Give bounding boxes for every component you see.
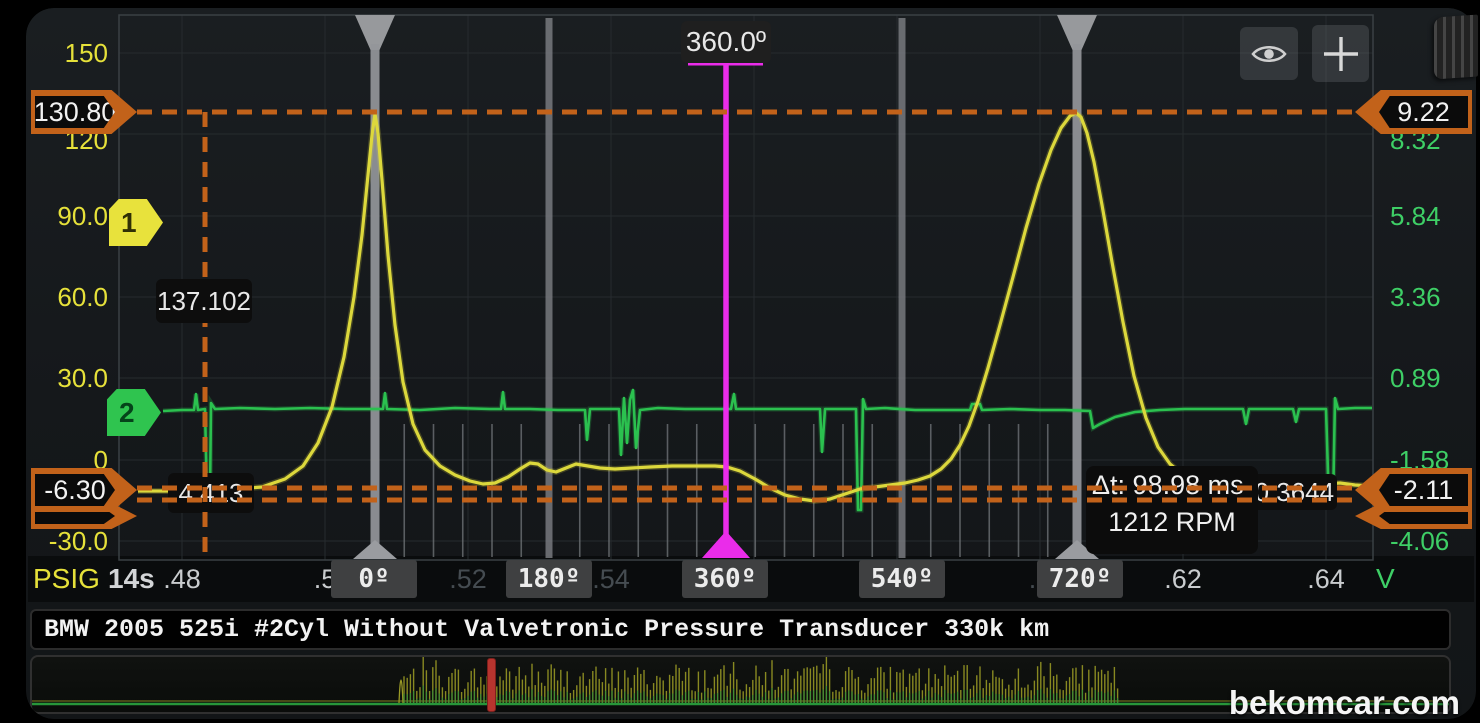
phase-cursor-label[interactable]: 360.0º [681,21,771,63]
marker-value: -2.11 [1379,474,1468,506]
vertical-cursor-bottom-readout: 4.413 [168,473,254,513]
right-axis-tick: 5.84 [1390,201,1441,231]
degree-marker-180[interactable]: 180º [506,560,592,598]
delta-t-value: Δt: 98.98 ms [1092,470,1244,500]
left-axis-unit: PSIG [33,563,100,594]
delta-time-readout: Δt: 98.98 ms 1212 RPM [1086,466,1258,554]
eye-icon [1251,45,1287,62]
time-tick: .64 [1307,564,1345,594]
left-axis-tick: 150 [64,38,108,68]
time-tick: .52 [449,564,487,594]
overview-position-cursor[interactable] [487,658,496,712]
volt-min-marker[interactable]: -2.11 [1355,468,1472,512]
left-axis-tick: -30.0 [48,526,108,556]
recording-title: BMW 2005 525i #2Cyl Without Valvetronic … [44,615,1050,644]
plus-icon [1323,36,1358,71]
left-axis-tick: 30.0 [57,363,108,393]
overview-strip[interactable] [30,655,1451,714]
visibility-button[interactable] [1240,27,1298,80]
vertical-cursor-top-readout: 137.102 [156,279,252,323]
degree-marker-720[interactable]: 720º [1037,560,1123,598]
pressure-max-marker[interactable]: 130.80 [31,90,137,134]
timebase-label: 14s [108,563,155,594]
right-axis-unit: V [1376,563,1395,594]
left-axis-tick: 60.0 [57,282,108,312]
add-channel-button[interactable] [1312,25,1369,82]
time-tick: .54 [592,564,630,594]
left-axis-tick: 90.0 [57,201,108,231]
time-tick: .48 [163,564,201,594]
marker-value: -6.30 [35,474,115,506]
marker-value [1379,508,1468,524]
degree-marker-360[interactable]: 360º [682,560,768,598]
pressure-min-marker[interactable]: -6.30 [31,468,137,512]
recording-title-bar[interactable]: BMW 2005 525i #2Cyl Without Valvetronic … [30,609,1451,650]
left-axis-tick: 0 [93,445,108,475]
degree-marker-540[interactable]: 540º [859,560,945,598]
time-tick: .62 [1164,564,1202,594]
marker-value: 9.22 [1379,96,1468,128]
right-axis-tick: -4.06 [1390,526,1450,556]
degree-marker-0[interactable]: 0º [331,560,417,598]
time-tick: .5 [313,564,337,594]
rpm-value: 1212 RPM [1108,507,1236,537]
volt-max-marker[interactable]: 9.22 [1355,90,1472,134]
marker-value [35,508,115,524]
channel-2-label: 2 [119,396,135,428]
channel-1-label: 1 [121,206,137,238]
watermark: bekomcar.com [1228,684,1460,721]
scroll-knob[interactable] [1434,14,1478,80]
right-axis-tick: 3.36 [1390,282,1441,312]
right-axis-tick: 0.89 [1390,363,1441,393]
marker-value: 130.80 [33,96,117,128]
